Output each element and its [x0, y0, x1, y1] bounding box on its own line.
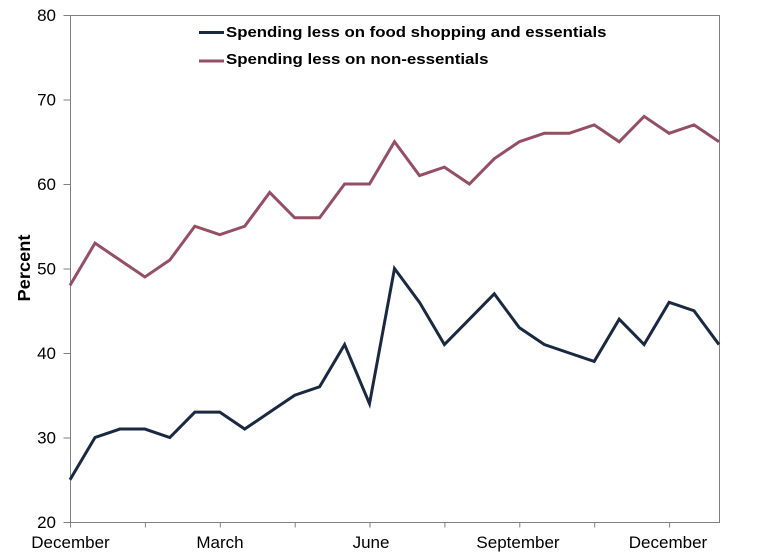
svg-text:September: September	[476, 533, 559, 552]
svg-text:Spending less on non-essential: Spending less on non-essentials	[226, 52, 489, 68]
svg-text:40: 40	[37, 344, 56, 363]
svg-text:20: 20	[37, 513, 56, 532]
svg-text:50: 50	[37, 260, 56, 279]
svg-text:Percent: Percent	[14, 234, 34, 301]
svg-text:June: June	[353, 533, 390, 552]
svg-text:80: 80	[37, 6, 56, 25]
svg-text:60: 60	[37, 175, 56, 194]
svg-text:70: 70	[37, 91, 56, 110]
svg-text:December: December	[629, 533, 708, 552]
svg-text:March: March	[196, 533, 243, 552]
svg-text:30: 30	[37, 429, 56, 448]
svg-text:Spending less on food shopping: Spending less on food shopping and essen…	[226, 25, 607, 41]
svg-text:December: December	[31, 533, 110, 552]
